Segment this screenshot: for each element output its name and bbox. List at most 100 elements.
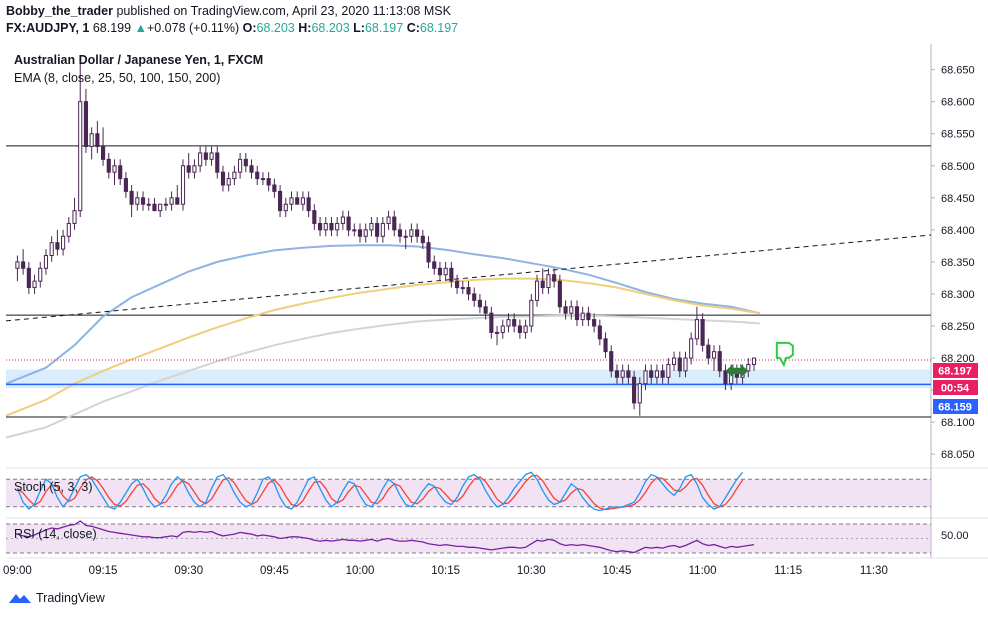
ema-line — [5, 277, 760, 417]
time-axis[interactable]: 09:00 09:15 09:30 09:45 10:00 10:15 10:30 10:45… — [3, 565, 888, 577]
candle-body-up — [43, 255, 49, 269]
candle — [700, 313, 705, 352]
candle — [706, 338, 711, 365]
candle — [472, 287, 477, 307]
candle — [238, 152, 243, 179]
candle-body-down — [517, 325, 522, 333]
price-tick-label: 68.350 — [941, 257, 975, 269]
candle — [357, 223, 363, 243]
last-price: 68.199 — [92, 21, 132, 35]
candle-body-up — [637, 383, 642, 404]
candle-body-down — [603, 338, 608, 353]
annotations[interactable] — [725, 341, 794, 378]
candle-body-up — [494, 331, 500, 334]
candle-body-down — [272, 184, 277, 192]
author-name[interactable]: Bobby_the_trader — [6, 4, 113, 18]
candle-body-down — [717, 351, 722, 372]
candle-body-down — [706, 344, 711, 359]
candle-body-up — [694, 319, 699, 340]
candle — [637, 377, 642, 416]
publish-date: published on TradingView.com, April 23, … — [116, 4, 451, 18]
candle — [295, 191, 300, 205]
dashed-trendline[interactable] — [5, 234, 932, 322]
publish-info: Bobby_the_trader published on TradingVie… — [6, 3, 458, 20]
candle-body-down — [106, 158, 111, 173]
candle — [312, 204, 317, 230]
tradingview-brand[interactable]: TradingView — [36, 591, 105, 605]
symbol-label: FX:AUDJPY, 1 — [6, 21, 90, 35]
candle — [175, 185, 180, 205]
support-zone[interactable] — [6, 369, 931, 389]
candle-body-down — [118, 165, 123, 180]
candle-body-up — [352, 229, 357, 232]
open-label: O: — [242, 21, 257, 35]
current-price-tag — [933, 363, 978, 378]
rsi-line — [17, 520, 755, 554]
price-axis[interactable]: 68.650 68.600 68.550 68.500 68.450 68.400 68.3… — [931, 65, 975, 462]
candle-body-down — [449, 267, 454, 282]
candle — [666, 358, 671, 384]
support-price-tag — [933, 399, 978, 414]
candle-body-up — [209, 152, 214, 160]
candle — [546, 268, 551, 294]
candle — [89, 127, 94, 160]
candle-body-down — [397, 229, 403, 237]
candle — [500, 319, 505, 339]
candle — [209, 146, 214, 166]
candle-body-up — [620, 370, 625, 378]
candle-body-down — [574, 306, 580, 321]
footer: TradingView — [8, 591, 105, 605]
candle — [677, 351, 682, 378]
candle — [26, 261, 31, 294]
candle-body-up — [260, 178, 266, 181]
horizontal-lines[interactable] — [6, 145, 931, 418]
candle — [232, 165, 237, 185]
candle — [597, 319, 602, 346]
countdown-label: 00:54 — [941, 383, 970, 395]
rsi-pane[interactable] — [6, 520, 931, 554]
candle — [243, 152, 248, 173]
candle — [118, 159, 123, 185]
candle-body-up — [283, 203, 288, 212]
candle-body-up — [192, 165, 197, 173]
candle-body-down — [375, 222, 380, 237]
candle — [317, 217, 323, 237]
price-tick-label: 68.050 — [941, 449, 975, 461]
candle-body-down — [557, 280, 562, 308]
time-tick-label: 11:30 — [860, 565, 888, 577]
candle-body-down — [512, 319, 517, 327]
low-label: L: — [353, 21, 365, 35]
candle-body-up — [112, 165, 117, 173]
candle — [255, 165, 260, 185]
candle-body-down — [677, 357, 682, 372]
candle-body-up — [340, 216, 345, 224]
candle — [603, 332, 608, 359]
candle — [689, 332, 694, 365]
candle-body-down — [592, 319, 597, 327]
candle — [432, 255, 437, 275]
candle-body-down — [552, 274, 557, 282]
candle — [215, 146, 220, 179]
candle-body-down — [215, 152, 220, 173]
candle-body-up — [163, 203, 168, 206]
candle — [455, 274, 460, 294]
candle — [266, 172, 271, 192]
candle-body-up — [323, 222, 328, 231]
close-value: 68.197 — [419, 21, 459, 35]
ohlc-row: FX:AUDJPY, 1 68.199 ▲+0.078 (+0.11%) O:6… — [6, 20, 458, 37]
candle-body-up — [78, 101, 83, 212]
candle-body-up — [32, 280, 37, 289]
candle — [180, 159, 186, 211]
candle — [186, 152, 191, 179]
candle-body-down — [597, 325, 602, 340]
candle-body-down — [175, 197, 180, 205]
candle — [375, 217, 380, 243]
candle-body-up — [671, 357, 677, 365]
tradingview-logo-icon — [9, 594, 31, 603]
candle-body-down — [649, 370, 654, 378]
candles[interactable] — [15, 56, 757, 416]
candle — [477, 293, 482, 314]
stoch-pane[interactable] — [6, 471, 931, 512]
price-tick-label: 68.100 — [941, 417, 975, 429]
